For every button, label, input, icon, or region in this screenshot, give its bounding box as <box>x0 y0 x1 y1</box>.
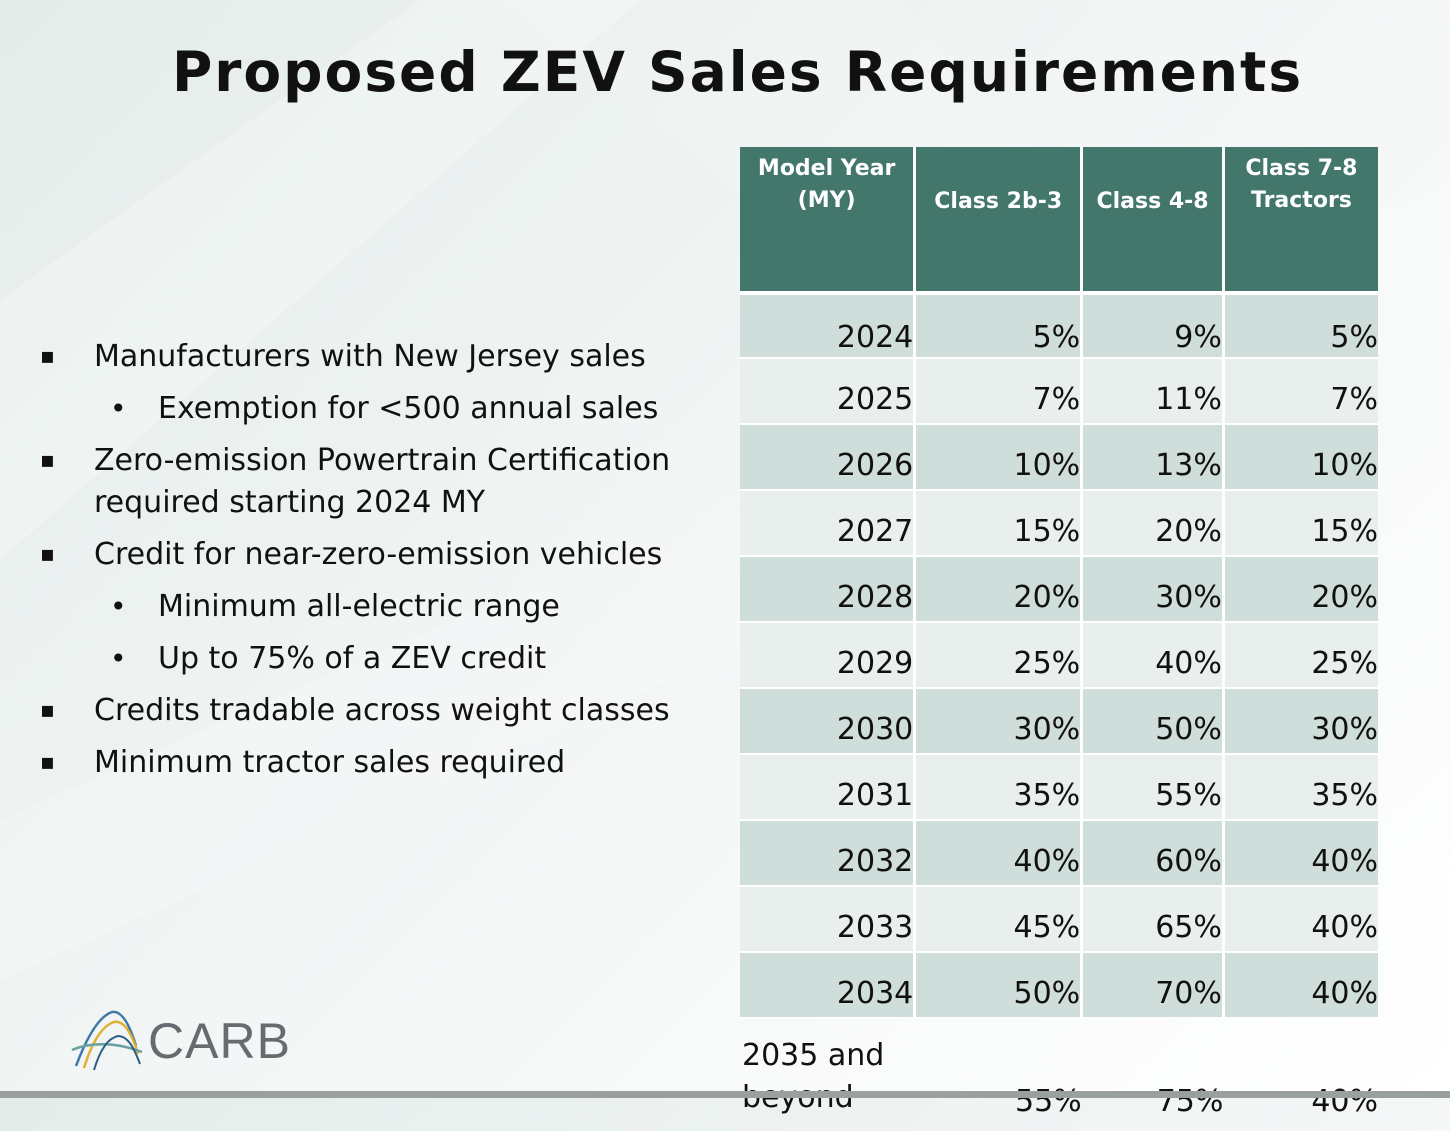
percentage-cell: 15% <box>1223 490 1378 557</box>
percentage-cell: 50% <box>914 952 1084 1019</box>
bullet-text: Manufacturers with New Jersey sales <box>94 339 646 374</box>
carb-logo-text: CARB <box>148 1013 291 1069</box>
round-bullet-icon: • <box>110 590 127 623</box>
model-year-cell: 2035 and beyond <box>742 1038 885 1115</box>
percentage-cell: 60% <box>1081 820 1225 887</box>
header-class-2b-3: Class 2b-3 <box>914 147 1084 295</box>
percentage-cell: 40% <box>914 820 1084 887</box>
table-row: 2034 50% 70% 40% <box>740 952 1378 1019</box>
percentage-cell: 35% <box>914 754 1084 821</box>
percentage-cell: 5% <box>1223 293 1378 359</box>
bullet-list: ▪ Manufacturers with New Jersey sales • Exe… <box>38 336 738 794</box>
percentage-cell: 20% <box>1081 490 1225 557</box>
table-row: 2025 7% 11% 7% <box>740 358 1378 425</box>
percentage-cell: 15% <box>914 490 1084 557</box>
square-bullet-icon: ▪ <box>40 448 55 473</box>
table-row: 2028 20% 30% 20% <box>740 556 1378 623</box>
percentage-cell: 55% <box>1081 754 1225 821</box>
model-year-cell: 2029 <box>740 622 917 689</box>
model-year-cell: 2028 <box>740 556 917 623</box>
table-header-row: Model Year (MY) Class 2b-3 Class 4-8 Cla… <box>740 147 1378 295</box>
square-bullet-icon: ▪ <box>40 750 55 775</box>
model-year-cell: 2026 <box>740 424 917 491</box>
bullet-item: ▪ Minimum tractor sales required <box>38 742 738 784</box>
percentage-cell: 30% <box>1081 556 1225 623</box>
model-year-cell: 2030 <box>740 688 917 755</box>
bullet-text: Up to 75% of a ZEV credit <box>158 641 547 676</box>
percentage-cell: 5% <box>914 293 1084 359</box>
bullet-text: Exemption for <500 annual sales <box>158 391 659 426</box>
round-bullet-icon: • <box>110 642 127 675</box>
percentage-cell: 65% <box>1081 886 1225 953</box>
model-year-cell: 2027 <box>740 490 917 557</box>
percentage-cell: 40% <box>1223 952 1378 1019</box>
percentage-cell: 7% <box>914 358 1084 425</box>
percentage-cell: 10% <box>1223 424 1378 491</box>
model-year-cell: 2034 <box>740 952 917 1019</box>
bullet-text: Credits tradable across weight classes <box>94 693 670 728</box>
percentage-cell: 10% <box>914 424 1084 491</box>
table-row: 2035 and beyond 55% 75% 40% <box>740 1018 1378 1131</box>
bottom-bar <box>0 1091 1450 1098</box>
square-bullet-icon: ▪ <box>40 344 55 369</box>
bullet-item: ▪ Manufacturers with New Jersey sales <box>38 336 738 378</box>
header-class-7-8-tractors: Class 7-8 Tractors <box>1223 147 1378 295</box>
table-row: 2031 35% 55% 35% <box>740 754 1378 821</box>
percentage-cell: 30% <box>914 688 1084 755</box>
percentage-cell: 13% <box>1081 424 1225 491</box>
model-year-cell: 2032 <box>740 820 917 887</box>
header-model-year: Model Year (MY) <box>740 147 917 295</box>
percentage-cell: 50% <box>1081 688 1225 755</box>
sub-bullet-item: • Exemption for <500 annual sales <box>38 388 738 430</box>
model-year-cell: 2024 <box>740 293 917 359</box>
percentage-cell: 25% <box>1223 622 1378 689</box>
bullet-item: ▪ Credits tradable across weight classes <box>38 690 738 732</box>
percentage-cell: 40% <box>1223 820 1378 887</box>
table-row: 2030 30% 50% 30% <box>740 688 1378 755</box>
slide-title: Proposed ZEV Sales Requirements <box>171 40 1304 104</box>
carb-logo-icon <box>71 1010 143 1071</box>
round-bullet-icon: • <box>110 392 127 425</box>
percentage-cell: 35% <box>1223 754 1378 821</box>
percentage-cell: 9% <box>1081 293 1225 359</box>
model-year-cell: 2033 <box>740 886 917 953</box>
bullet-text: Credit for near-zero-emission vehicles <box>94 537 663 572</box>
model-year-cell: 2031 <box>740 754 917 821</box>
sub-bullet-item: • Up to 75% of a ZEV credit <box>38 638 738 680</box>
table-row: 2029 25% 40% 25% <box>740 622 1378 689</box>
percentage-cell: 20% <box>1223 556 1378 623</box>
bullet-item: ▪ Credit for near-zero-emission vehicles <box>38 534 738 576</box>
percentage-cell: 11% <box>1081 358 1225 425</box>
table-row: 2027 15% 20% 15% <box>740 490 1378 557</box>
table-row: 2024 5% 9% 5% <box>740 293 1378 359</box>
square-bullet-icon: ▪ <box>40 542 55 567</box>
table-row: 2026 10% 13% 10% <box>740 424 1378 491</box>
percentage-cell: 45% <box>914 886 1084 953</box>
percentage-cell: 70% <box>1081 952 1225 1019</box>
table-row: 2032 40% 60% 40% <box>740 820 1378 887</box>
bullet-text: Minimum all-electric range <box>158 589 560 624</box>
percentage-cell: 75% <box>1156 1084 1224 1119</box>
bullet-text: Zero-emission Powertrain Certification r… <box>94 443 671 520</box>
percentage-cell: 40% <box>1223 886 1378 953</box>
zev-requirements-table: Model Year (MY) Class 2b-3 Class 4-8 Cla… <box>740 147 1378 1131</box>
percentage-cell: 7% <box>1223 358 1378 425</box>
percentage-cell: 20% <box>914 556 1084 623</box>
header-class-4-8: Class 4-8 <box>1081 147 1225 295</box>
table-row: 2033 45% 65% 40% <box>740 886 1378 953</box>
percentage-cell: 40% <box>1081 622 1225 689</box>
percentage-cell: 30% <box>1223 688 1378 755</box>
square-bullet-icon: ▪ <box>40 698 55 723</box>
percentage-cell: 25% <box>914 622 1084 689</box>
sub-bullet-item: • Minimum all-electric range <box>38 586 738 628</box>
bullet-text: Minimum tractor sales required <box>94 745 566 780</box>
model-year-cell: 2025 <box>740 358 917 425</box>
percentage-cell: 55% <box>1014 1084 1082 1119</box>
bullet-item: ▪ Zero-emission Powertrain Certification … <box>38 440 738 524</box>
percentage-cell: 40% <box>1311 1084 1378 1119</box>
